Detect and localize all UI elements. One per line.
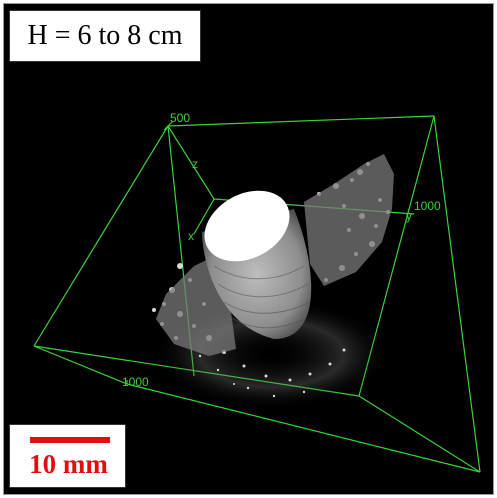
box-back-top	[167, 115, 435, 127]
debris-wing-right	[304, 154, 394, 286]
visualization-frame: 500 z x y 1000 1000 H = 6 to 8 cm 10 mm	[3, 3, 494, 495]
height-label-box: H = 6 to 8 cm	[9, 10, 201, 62]
y-axis-label: y	[406, 209, 412, 223]
scale-bar-label: 10 mm	[29, 449, 108, 479]
box-back-right	[433, 115, 481, 473]
tick-label-top: 500	[170, 111, 190, 125]
z-axis	[167, 125, 215, 200]
tick-label-bottom: 1000	[122, 375, 149, 389]
x-axis	[193, 198, 215, 235]
tick-top	[163, 121, 173, 131]
cylinder-top-face	[204, 190, 290, 262]
height-label: H = 6 to 8 cm	[27, 20, 183, 51]
box-inner-right	[358, 395, 481, 473]
box-bottom	[126, 383, 481, 473]
tick-label-right: 1000	[414, 199, 441, 213]
z-axis-label: z	[192, 157, 198, 171]
scale-bar-box: 10 mm	[9, 424, 126, 488]
scale-bar	[30, 437, 110, 443]
box-front-bottom-left	[33, 345, 128, 385]
x-axis-label: x	[188, 229, 194, 243]
cylinder-bands	[213, 265, 311, 329]
box-front-left	[33, 125, 169, 347]
ct-render: 500 z x y 1000 1000	[33, 111, 481, 473]
bounding-box	[33, 115, 481, 473]
